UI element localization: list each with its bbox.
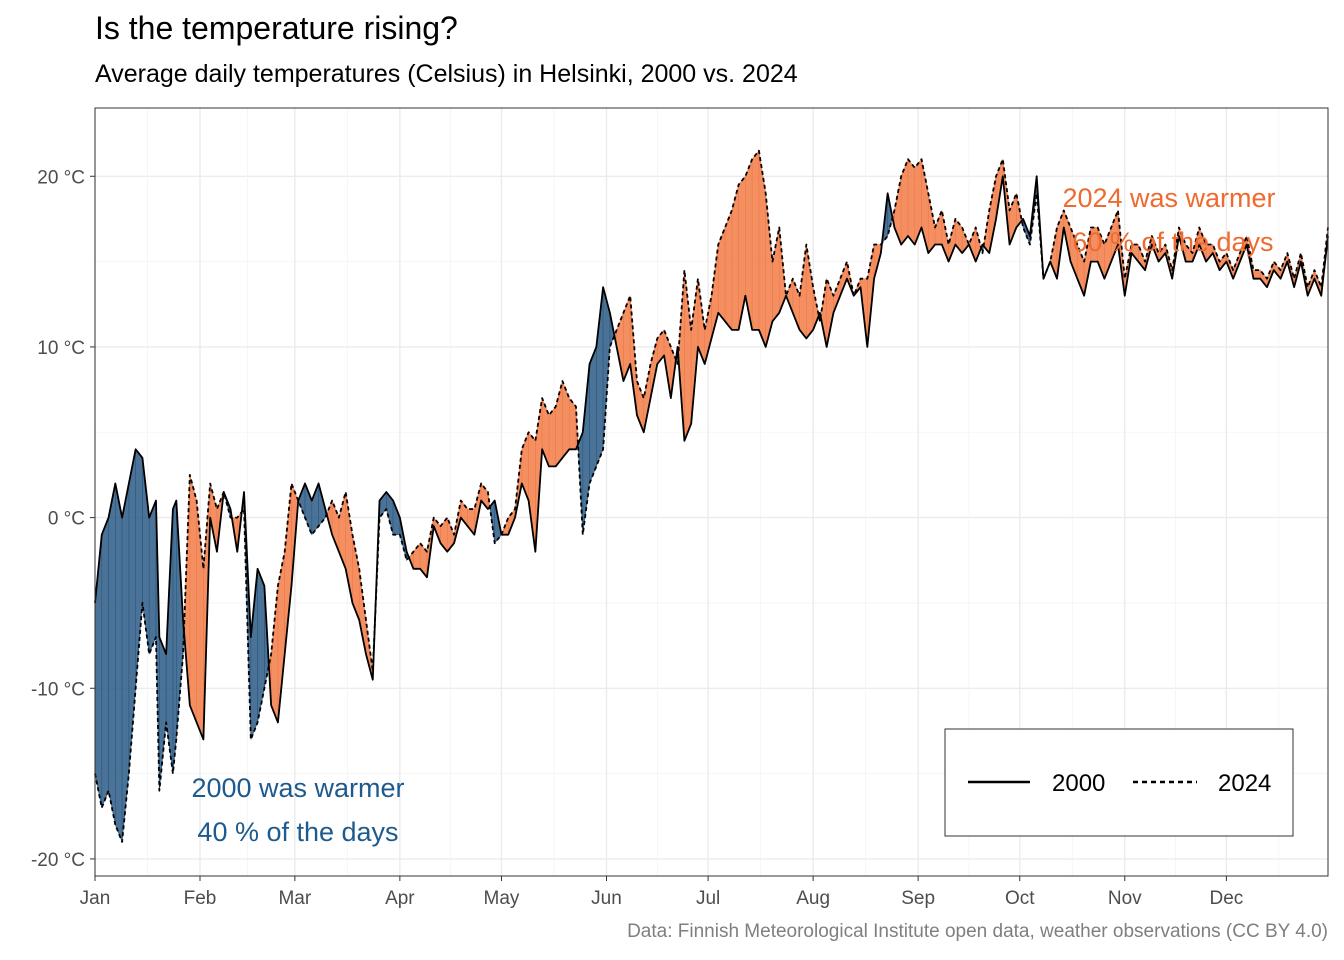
fill-segment <box>589 346 597 484</box>
x-axis: Jan Feb Mar Apr May Jun Jul Aug Sep Oct Nov Dec <box>80 876 1243 909</box>
fill-segment <box>616 312 624 382</box>
annotation-2024-line1: 2024 was warmer <box>1062 183 1275 213</box>
fill-segment <box>108 483 116 825</box>
series-line-2024 <box>94 149 1329 843</box>
series-lines <box>94 149 1329 843</box>
fill-segment <box>159 636 167 791</box>
chart-subtitle: Average daily temperatures (Celsius) in … <box>95 60 798 88</box>
fill-segment <box>528 431 536 552</box>
fill-segment <box>176 500 184 740</box>
fill-segment <box>643 363 651 433</box>
x-tick-label: Jun <box>591 888 622 909</box>
x-tick-label: Aug <box>796 888 830 909</box>
y-tick-label: -10 °C <box>31 679 85 700</box>
fill-segment <box>806 244 814 340</box>
fill-segment <box>548 405 556 467</box>
chart-title: Is the temperature rising? <box>95 10 458 46</box>
x-tick-label: Mar <box>278 888 311 909</box>
fill-segment <box>738 175 746 330</box>
legend-label-2000: 2000 <box>1052 770 1105 797</box>
fill-segment <box>148 500 157 655</box>
fill-segment <box>128 449 136 774</box>
fill-segment <box>907 158 916 246</box>
legend-label-2024: 2024 <box>1218 770 1271 797</box>
fill-segment <box>365 619 374 680</box>
y-tick-label: 0 °C <box>48 509 85 530</box>
y-axis: -20 °C -10 °C 0 °C 10 °C 20 °C <box>31 167 95 871</box>
x-tick-label: Nov <box>1108 888 1142 909</box>
fill-segment <box>724 210 733 331</box>
fill-segment <box>717 227 726 323</box>
y-tick-label: -20 °C <box>31 850 85 871</box>
fill-segment <box>270 585 279 723</box>
x-tick-label: May <box>484 888 520 909</box>
fill-segment <box>209 483 218 552</box>
annotation-2000-line2: 40 % of the days <box>197 817 398 847</box>
x-tick-label: Apr <box>385 888 415 909</box>
x-tick-label: Dec <box>1209 888 1243 909</box>
fill-segment <box>968 227 977 262</box>
fill-segment <box>562 380 570 459</box>
legend: 2000 2024 <box>944 728 1294 837</box>
x-tick-label: Jul <box>696 888 720 909</box>
fill-segment <box>1253 269 1261 279</box>
x-tick-label: Feb <box>184 888 217 909</box>
x-tick-label: Sep <box>901 888 935 909</box>
annotation-2000-line1: 2000 was warmer <box>191 773 404 803</box>
fill-segment <box>934 210 943 245</box>
fill-segment <box>172 500 177 774</box>
data-source-caption: Data: Finnish Meteorological Institute o… <box>627 921 1328 942</box>
fill-segment <box>101 517 109 808</box>
fill-segment <box>785 278 794 313</box>
plot-panel-border <box>94 107 1329 877</box>
fill-segment <box>121 483 130 842</box>
fill-segment <box>751 149 760 331</box>
fill-segment <box>758 150 767 348</box>
y-tick-label: 10 °C <box>37 338 85 359</box>
fill-segment <box>392 500 401 535</box>
fill-segment <box>677 270 685 441</box>
fill-segment <box>189 474 197 723</box>
fill-segment <box>988 176 997 254</box>
fill-segment <box>833 278 841 313</box>
y-tick-label: 20 °C <box>37 167 85 188</box>
fill-segment <box>297 483 306 518</box>
annotation-2024-line2: 60 % of the days <box>1072 227 1273 257</box>
fill-segment <box>115 483 123 842</box>
x-tick-label: Jan <box>80 888 111 909</box>
series-line-2000 <box>94 175 1329 741</box>
fill-segment <box>839 261 848 296</box>
x-tick-label: Oct <box>1005 888 1035 909</box>
fill-segment <box>257 568 265 723</box>
fill-segment <box>772 227 780 323</box>
